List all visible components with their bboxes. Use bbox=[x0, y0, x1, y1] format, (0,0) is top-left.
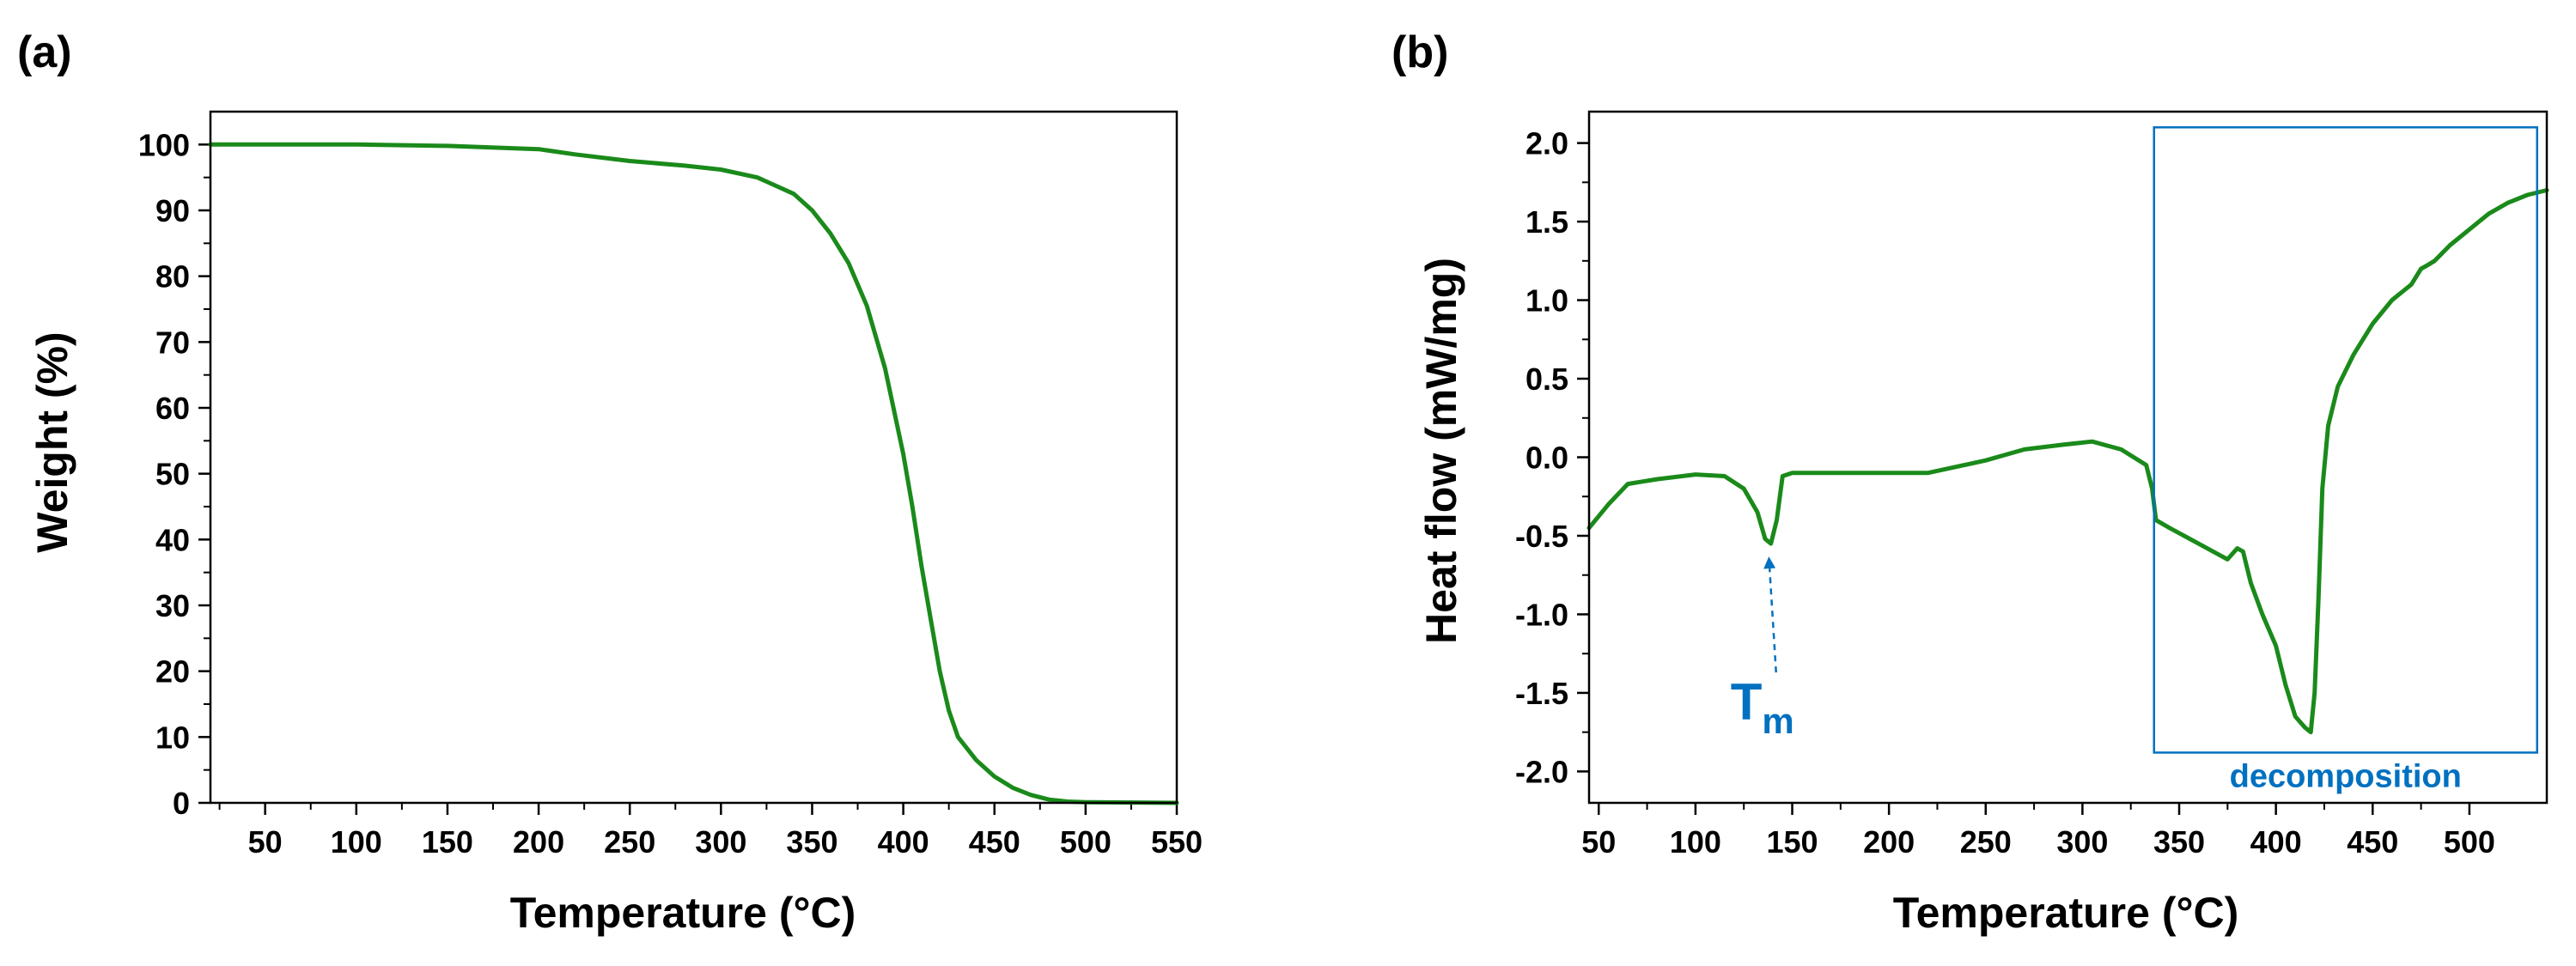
y-tick-label: 0.0 bbox=[1526, 440, 1568, 476]
y-tick-label: 30 bbox=[155, 588, 190, 623]
y-axis-title-b: Heat flow (mW/mg) bbox=[1417, 258, 1465, 644]
x-tick-label: 500 bbox=[2444, 824, 2495, 860]
panel-label-b: (b) bbox=[1392, 27, 1448, 77]
y-tick-label: -0.5 bbox=[1515, 519, 1568, 554]
y-axis-title-a: Weight (%) bbox=[28, 331, 76, 552]
x-tick-label: 100 bbox=[331, 824, 382, 860]
x-tick-label: 50 bbox=[1581, 824, 1616, 860]
panel-label-a: (a) bbox=[17, 27, 72, 77]
x-axis-title-a: Temperature (°C) bbox=[510, 889, 856, 937]
annotations-b: Tm decomposition bbox=[1731, 126, 2538, 794]
x-tick-label: 150 bbox=[422, 824, 473, 860]
x-tick-label: 50 bbox=[248, 824, 283, 860]
tm-label: Tm bbox=[1731, 673, 1794, 741]
x-tick-label: 250 bbox=[604, 824, 655, 860]
y-tick-label: 40 bbox=[155, 522, 190, 557]
x-tick-label: 250 bbox=[1960, 824, 2012, 860]
x-tick-label: 400 bbox=[878, 824, 929, 860]
chart-panel-a: (a) Weight (%) Temperature (°C) 50 100 150… bbox=[17, 27, 1203, 937]
y-tick-label: 90 bbox=[155, 193, 190, 228]
x-tick-label: 150 bbox=[1766, 824, 1818, 860]
tm-arrow bbox=[1763, 556, 1777, 673]
y-tick-label: 100 bbox=[138, 127, 190, 162]
decomposition-box bbox=[2153, 126, 2538, 754]
decomposition-label: decomposition bbox=[2230, 758, 2462, 794]
x-tick-label: 300 bbox=[695, 824, 746, 860]
y-tick-label: -1.0 bbox=[1515, 597, 1568, 632]
y-tick-label: 0 bbox=[173, 786, 190, 821]
x-tick-label: 200 bbox=[513, 824, 564, 860]
x-tick-label: 300 bbox=[2056, 824, 2108, 860]
y-tick-label: 2.0 bbox=[1526, 126, 1568, 161]
plot-frame-a bbox=[209, 110, 1178, 805]
plot-frame-b bbox=[1587, 110, 2549, 805]
x-tick-label: 400 bbox=[2250, 824, 2302, 860]
y-tick-label: 0.5 bbox=[1526, 361, 1568, 397]
y-tick-label: 1.5 bbox=[1526, 204, 1568, 240]
x-tick-label: 200 bbox=[1863, 824, 1915, 860]
x-tick-label: 100 bbox=[1670, 824, 1721, 860]
x-tick-label: 350 bbox=[2153, 824, 2205, 860]
x-tick-label: 550 bbox=[1151, 824, 1203, 860]
axis-ticks-b: 50 100 150 200 250 300 350 400 450 500 -2.0 -1.5 -1.… bbox=[1515, 126, 2495, 860]
x-tick-label: 450 bbox=[2347, 824, 2398, 860]
y-tick-label: 20 bbox=[155, 654, 190, 690]
x-tick-label: 350 bbox=[786, 824, 837, 860]
y-tick-label: 50 bbox=[155, 457, 190, 492]
y-tick-label: 80 bbox=[155, 259, 190, 295]
series-group-a bbox=[208, 142, 1179, 805]
y-tick-label: -1.5 bbox=[1515, 676, 1568, 711]
series-group-b bbox=[1586, 188, 2549, 735]
tm-main: T bbox=[1731, 673, 1763, 731]
series-line-tga bbox=[208, 142, 1179, 805]
x-tick-label: 500 bbox=[1060, 824, 1111, 860]
x-axis-title-b: Temperature (°C) bbox=[1893, 889, 2238, 937]
chart-panel-b: (b) Heat flow (mW/mg) Temperature (°C) 5… bbox=[1392, 27, 2549, 937]
y-tick-label: 60 bbox=[155, 391, 190, 426]
y-tick-label: 70 bbox=[155, 325, 190, 360]
series-line-dsc bbox=[1586, 188, 2549, 735]
tm-subscript: m bbox=[1762, 701, 1793, 741]
x-tick-label: 450 bbox=[969, 824, 1020, 860]
y-tick-label: 10 bbox=[155, 720, 190, 755]
y-tick-label: -2.0 bbox=[1515, 754, 1568, 789]
y-tick-label: 1.0 bbox=[1526, 283, 1568, 319]
axis-ticks-a: 50 100 150 200 250 300 350 400 450 500 550 0 10 20 30 4… bbox=[138, 127, 1203, 860]
